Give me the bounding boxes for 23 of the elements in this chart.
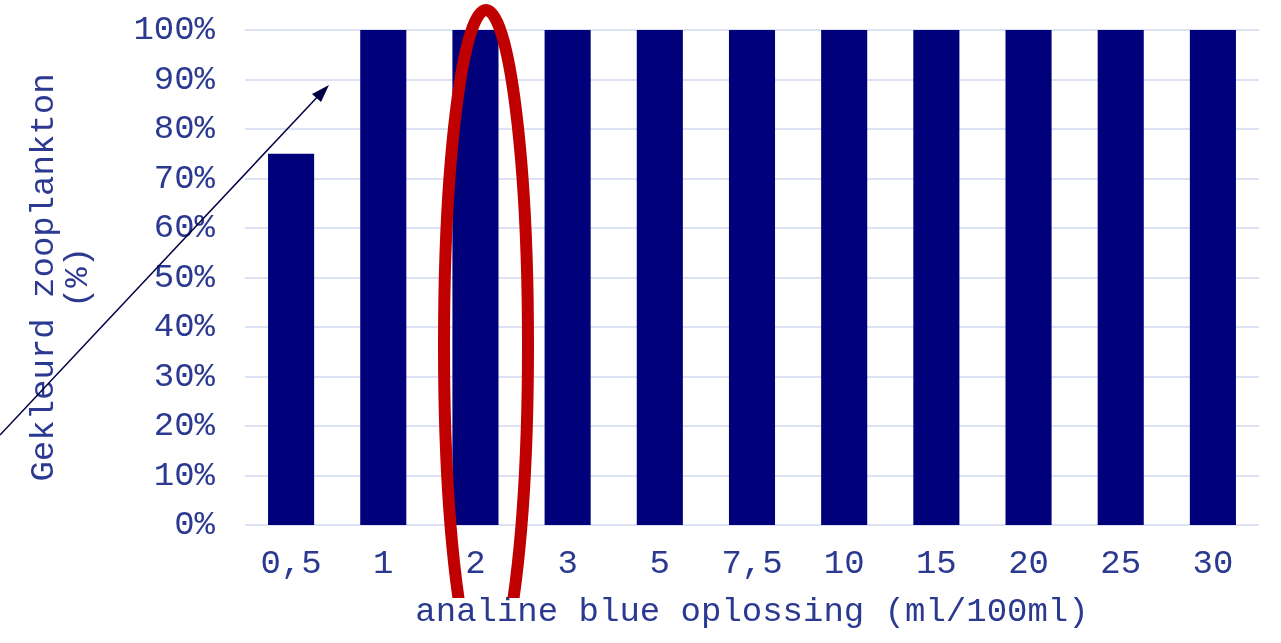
x-tick-label: 5 xyxy=(649,545,671,583)
y-tick-label: 70% xyxy=(153,159,216,198)
x-tick-label: 10 xyxy=(823,545,865,583)
x-tick-label: 1 xyxy=(373,545,394,583)
y-tick-label: 0% xyxy=(174,506,216,544)
x-tick-label: 25 xyxy=(1100,545,1142,583)
x-axis-title: analine blue oplossing (ml/100ml) xyxy=(415,593,1089,631)
x-tick-label: 20 xyxy=(1008,545,1049,583)
y-tick-label: 100% xyxy=(133,11,216,49)
y-tick-label: 10% xyxy=(153,456,216,495)
y-tick-label: 20% xyxy=(153,407,216,445)
y-tick-label: 40% xyxy=(153,308,216,346)
y-tick-label: 90% xyxy=(153,60,216,99)
x-tick-label: 30 xyxy=(1192,545,1234,583)
y-axis-title: Gekleurd zooplankton (%) xyxy=(25,73,97,482)
x-tick-label: 3 xyxy=(557,545,578,583)
x-tick-label: 0,5 xyxy=(260,545,322,583)
y-tick-label: 30% xyxy=(153,357,216,396)
x-tick-label: 2 xyxy=(465,545,486,583)
y-tick-label: 80% xyxy=(153,110,216,148)
y-tick-label: 50% xyxy=(153,258,216,297)
x-tick-label: 15 xyxy=(915,545,957,583)
x-tick-label: 7,5 xyxy=(721,545,783,583)
